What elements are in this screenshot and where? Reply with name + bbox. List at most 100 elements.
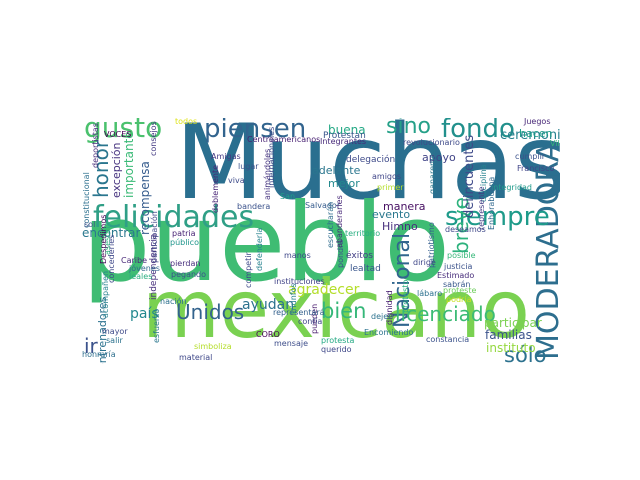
cloud-word: proteste [443, 286, 477, 295]
cloud-word: nación [160, 297, 187, 306]
cloud-word: ceremonia [500, 128, 560, 143]
cloud-word: Himno [382, 220, 418, 233]
cloud-word: mejor [328, 177, 360, 190]
cloud-word: Amigas [211, 152, 241, 161]
cloud-word: CORO [256, 330, 280, 339]
cloud-word: Caribe [121, 256, 147, 265]
cloud-word: podría [446, 295, 472, 304]
cloud-word: Centroamericanos [247, 135, 321, 144]
cloud-word: querido [321, 345, 352, 354]
cloud-word: Muchas [175, 118, 560, 223]
cloud-word: Protestan [323, 131, 366, 141]
cloud-word: protesto [401, 279, 410, 313]
cloud-word: gusto [84, 118, 163, 144]
cloud-word: dejen [371, 312, 394, 321]
cloud-word: éxitos [346, 251, 373, 261]
cloud-word: represente [477, 186, 486, 230]
cloud-word: ir [84, 334, 98, 358]
word-cloud-panel: Muchas pueblo mexicano felicidades MODERADOR… [80, 118, 560, 364]
cloud-word: material [179, 353, 213, 362]
cloud-word: protesta [321, 336, 355, 345]
cloud-word: Encomiendo [364, 328, 414, 337]
cloud-word: manera [383, 200, 426, 213]
cloud-word: Salvador [305, 201, 341, 210]
cloud-word: Integrantes [320, 137, 367, 146]
cloud-word: delincuentes [462, 134, 477, 218]
cloud-word: pueblo [82, 181, 451, 306]
cloud-word: encontrar [82, 226, 141, 240]
cloud-word: excepción [110, 142, 123, 199]
cloud-word: sólo [504, 343, 547, 365]
cloud-word: Enhorabuena [487, 176, 496, 230]
cloud-word: participación [150, 211, 159, 263]
cloud-word: constancia [426, 335, 470, 344]
cloud-word: revolucionario [403, 138, 460, 147]
cloud-word: mayor [102, 327, 128, 336]
cloud-word: Villa [550, 139, 560, 148]
cloud-word: integridad [491, 183, 532, 192]
cloud-word: competir [244, 252, 253, 288]
cloud-word: Francisco [517, 164, 555, 173]
cloud-word: escucharán [326, 201, 335, 248]
cloud-word: Unidos [176, 300, 245, 324]
cloud-word: agradecer [288, 282, 360, 298]
cloud-word: pegando [171, 270, 207, 279]
cloud-word: viva [228, 176, 245, 185]
cloud-word: patria [172, 229, 196, 238]
cloud-word: asesoría [103, 221, 112, 255]
cloud-word: deportistas [91, 123, 100, 168]
cloud-word: licenciado [395, 302, 496, 326]
cloud-word: Estimado [437, 271, 475, 280]
cloud-word: honraría [82, 350, 116, 359]
cloud-word: ganaremos [428, 149, 437, 194]
cloud-word: mexicano [142, 263, 530, 356]
cloud-word: dirige [413, 258, 436, 267]
cloud-word: posible [447, 251, 476, 260]
cloud-word: bandera [237, 202, 271, 211]
cloud-word: abanderarles [335, 195, 344, 248]
cloud-word: deseamos [445, 225, 486, 234]
cloud-word: pierdan [170, 259, 201, 268]
cloud-word: felicidades [93, 200, 255, 235]
cloud-word: triunfos [289, 283, 298, 314]
cloud-word: bien [321, 299, 367, 323]
cloud-word: fondo [441, 118, 515, 144]
cloud-word: adelante [312, 164, 361, 177]
cloud-word: mensaje [274, 339, 308, 348]
cloud-word: consejos [149, 121, 158, 156]
cloud-word: delegación [346, 155, 396, 165]
cloud-word: instituciones [274, 277, 325, 286]
cloud-word: sol [84, 220, 96, 229]
cloud-word: siempre [445, 202, 550, 232]
cloud-word: sino [386, 118, 431, 139]
cloud-word: manos [284, 251, 311, 260]
cloud-word: evento [372, 208, 411, 221]
cloud-word: lábaro [417, 289, 443, 298]
cloud-word: justicia [444, 262, 473, 271]
cloud-word: todos [175, 118, 198, 126]
cloud-word: jóvenes [129, 264, 160, 273]
cloud-word: esfuerzo [152, 308, 161, 343]
cloud-word: confía [298, 317, 323, 326]
cloud-word: acompañen [101, 270, 110, 318]
cloud-word: VOCES [104, 130, 132, 139]
cloud-word: hacen [519, 127, 553, 140]
cloud-word: leales [129, 272, 153, 281]
cloud-word: buena [328, 123, 366, 137]
cloud-word: instituto [486, 341, 536, 355]
cloud-word: representará [273, 308, 325, 317]
cloud-word: Juegos [524, 118, 551, 126]
cloud-word: piensen [204, 118, 307, 144]
cloud-word: lealtad [350, 264, 381, 274]
cloud-word: simboliza [194, 342, 232, 351]
cloud-word: familias [485, 328, 532, 342]
cloud-word: doblemente [211, 164, 220, 213]
cloud-word: participar [484, 316, 542, 330]
cloud-word: país [130, 306, 159, 322]
cloud-word: cumplir [515, 152, 546, 161]
cloud-word: apoyo [422, 151, 456, 164]
cloud-word: público [170, 238, 199, 247]
cloud-word: sabrán [443, 280, 471, 289]
cloud-word: primer [377, 183, 404, 192]
